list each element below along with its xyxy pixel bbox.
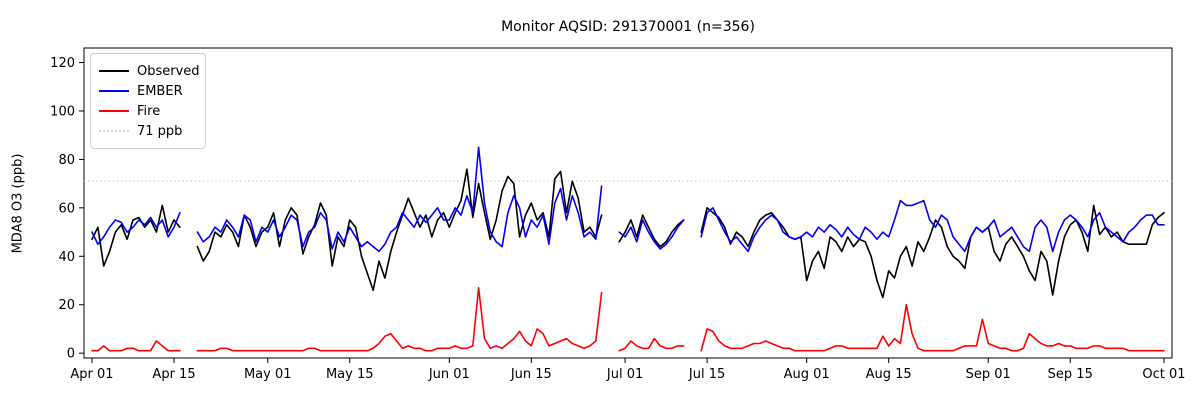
x-tick-label: Jul 15: [688, 367, 725, 382]
legend-label-observed: Observed: [137, 63, 200, 79]
legend-label-ember: EMBER: [137, 83, 183, 99]
legend: Observed EMBER Fire 71 ppb: [90, 53, 206, 149]
legend-item-fire: Fire: [99, 101, 195, 121]
x-tick-label: Sep 01: [966, 367, 1011, 382]
legend-item-threshold: 71 ppb: [99, 121, 195, 141]
fire-line-sample: [99, 110, 129, 112]
observed-line: [91, 204, 181, 267]
x-tick-label: May 01: [244, 367, 292, 382]
legend-label-threshold: 71 ppb: [137, 123, 183, 139]
y-axis-label: MDA8 O3 (ppb): [10, 153, 26, 254]
observed-line-sample: [99, 70, 129, 72]
fire-line: [618, 337, 685, 352]
y-tick-label: 60: [58, 201, 75, 216]
ember-line-sample: [99, 90, 129, 92]
x-tick-label: Sep 15: [1048, 367, 1093, 382]
ember-line: [618, 219, 685, 250]
ember-line: [700, 199, 1165, 253]
fire-line: [700, 303, 1165, 352]
threshold-line-sample: [99, 130, 129, 132]
y-tick-label: 40: [58, 250, 75, 265]
fire-line: [196, 286, 603, 352]
x-tick-label: Jul 01: [606, 367, 643, 382]
y-tick-label: 80: [58, 153, 75, 168]
observed-line: [618, 214, 685, 248]
y-tick-label: 20: [58, 298, 75, 313]
ember-line: [196, 146, 603, 253]
x-tick-label: Jun 01: [428, 367, 470, 382]
ember-line: [91, 211, 181, 245]
x-tick-label: Oct 01: [1142, 367, 1185, 382]
x-tick-label: Apr 15: [152, 367, 195, 382]
y-tick-label: 0: [67, 347, 75, 362]
x-tick-label: Aug 15: [866, 367, 912, 382]
legend-item-observed: Observed: [99, 61, 200, 81]
legend-item-ember: EMBER: [99, 81, 195, 101]
legend-label-fire: Fire: [137, 103, 161, 119]
y-tick-label: 120: [50, 56, 75, 71]
x-tick-label: May 15: [326, 367, 374, 382]
fire-line: [91, 340, 181, 352]
y-tick-label: 100: [50, 104, 75, 119]
x-tick-label: Jun 15: [510, 367, 552, 382]
x-tick-label: Aug 01: [784, 367, 830, 382]
x-tick-label: Apr 01: [70, 367, 113, 382]
plot-border: [83, 47, 1173, 359]
chart-title: Monitor AQSID: 291370001 (n=356): [501, 19, 755, 35]
